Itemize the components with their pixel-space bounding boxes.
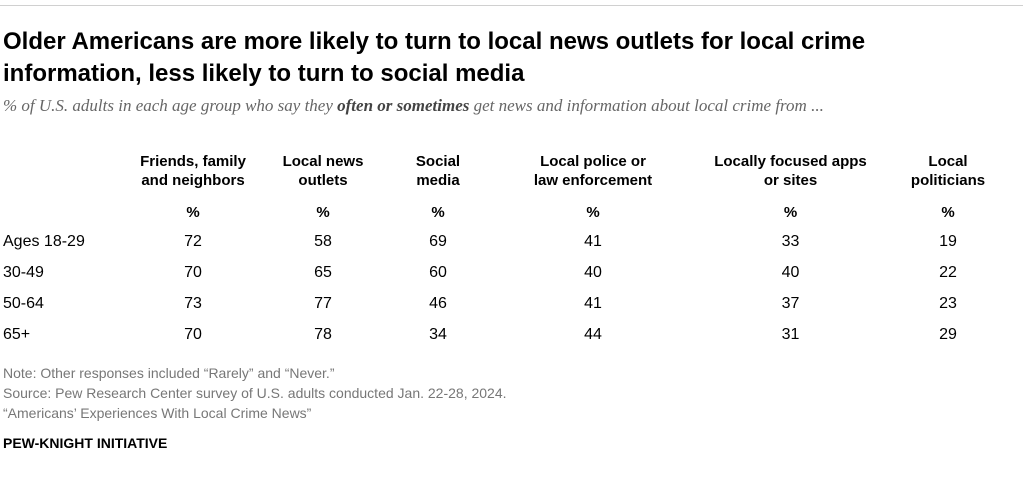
subtitle-pre: % of U.S. adults in each age group who s… (3, 96, 338, 115)
unit-label: % (431, 204, 445, 221)
column-header: Social media (415, 153, 461, 189)
header-row: Friends, family and neighbors Local news o… (0, 152, 1013, 204)
row-label: 30-49 (3, 263, 44, 281)
column-header: Local news outlets (282, 153, 364, 189)
data-table: Friends, family and neighbors Local news o… (0, 152, 1013, 350)
column-header: Friends, family and neighbors (140, 153, 246, 189)
chart-title: Older Americans are more likely to turn … (3, 26, 1018, 90)
brand-label: PEW-KNIGHT INITIATIVE (3, 435, 168, 451)
data-cell: 58 (314, 232, 332, 250)
data-cell: 29 (939, 325, 957, 343)
data-cell: 73 (184, 294, 202, 312)
column-header: Locally focused apps or sites (714, 153, 867, 189)
data-cell: 31 (781, 325, 800, 343)
row-label: 65+ (3, 325, 31, 343)
unit-label: % (316, 204, 330, 221)
unit-label: % (586, 204, 600, 221)
title-line-2: information, less likely to turn to soci… (3, 60, 525, 87)
data-cell: 34 (429, 325, 447, 343)
column-header: Local police or law enforcement (533, 153, 653, 189)
data-cell: 46 (429, 294, 447, 312)
subtitle-bold: often or sometimes (337, 96, 470, 115)
data-cell: 19 (939, 232, 957, 250)
table-row: 30-49 70 65 60 40 40 22 (0, 257, 1013, 288)
data-cell: 22 (939, 263, 957, 281)
data-cell: 33 (781, 232, 800, 250)
data-cell: 40 (781, 263, 800, 281)
report-title: “Americans’ Experiences With Local Crime… (3, 405, 312, 421)
data-cell: 77 (314, 294, 332, 312)
data-cell: 70 (184, 263, 202, 281)
unit-row-label (0, 204, 128, 226)
row-label: Ages 18-29 (3, 232, 85, 250)
chart-subtitle: % of U.S. adults in each age group who s… (3, 95, 1018, 117)
column-header: Local politicians (910, 153, 986, 189)
table-row: 65+ 70 78 34 44 31 29 (0, 319, 1013, 350)
top-divider (0, 5, 1023, 6)
row-label: 50-64 (3, 294, 44, 312)
row-label-header (0, 152, 128, 204)
data-cell: 41 (584, 294, 602, 312)
note-text: Note: Other responses included “Rarely” … (3, 365, 335, 381)
data-cell: 65 (314, 263, 332, 281)
data-cell: 69 (429, 232, 447, 250)
data-cell: 41 (584, 232, 602, 250)
unit-label: % (186, 204, 200, 221)
data-cell: 40 (584, 263, 602, 281)
data-cell: 78 (314, 325, 332, 343)
table-row: 50-64 73 77 46 41 37 23 (0, 288, 1013, 319)
unit-row: % % % % % % (0, 204, 1013, 226)
source-text: Source: Pew Research Center survey of U.… (3, 385, 507, 401)
chart-notes: Note: Other responses included “Rarely” … (3, 363, 507, 423)
data-cell: 72 (184, 232, 202, 250)
data-cell: 37 (781, 294, 800, 312)
data-cell: 44 (584, 325, 602, 343)
data-cell: 70 (184, 325, 202, 343)
subtitle-post: get news and information about local cri… (469, 96, 824, 115)
table-row: Ages 18-29 72 58 69 41 33 19 (0, 226, 1013, 257)
data-cell: 23 (939, 294, 957, 312)
unit-label: % (941, 204, 955, 221)
data-cell: 60 (429, 263, 447, 281)
title-line-1: Older Americans are more likely to turn … (3, 28, 866, 55)
unit-label: % (783, 204, 798, 221)
